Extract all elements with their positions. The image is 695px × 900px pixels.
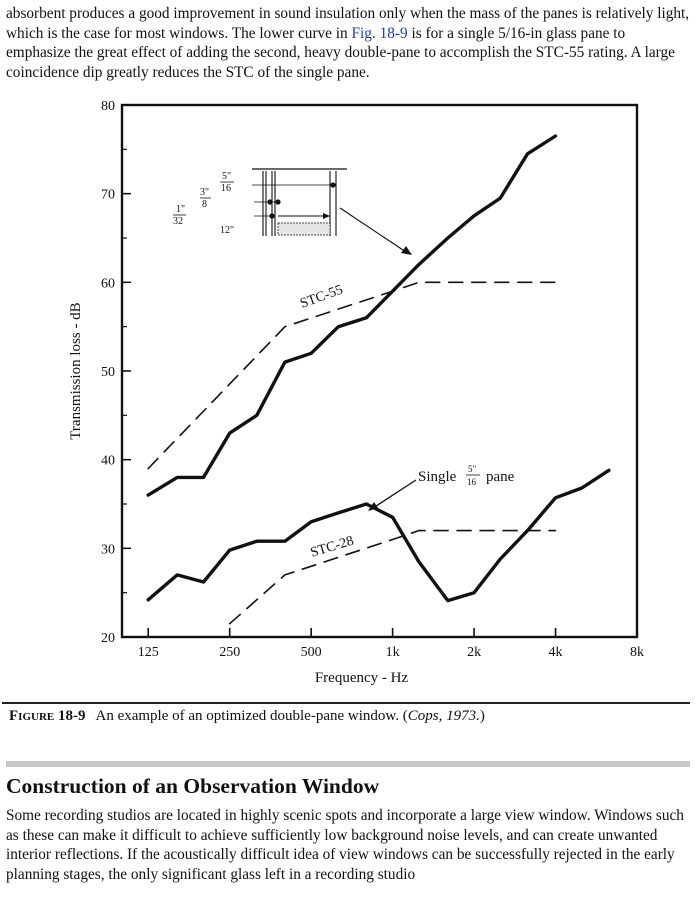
inset-pane1-den: 32 — [173, 216, 183, 227]
figure-number: Figure 18-9 — [9, 708, 86, 724]
single-pane-label-den: 16 — [467, 477, 477, 487]
caption-rule — [2, 702, 690, 704]
x-tick-label: 125 — [138, 645, 159, 660]
single-pane-label-suffix: pane — [486, 469, 515, 485]
figure-caption: Figure 18-9 An example of an optimized do… — [9, 708, 485, 725]
intro-text-part1: absorbent produces a good improvement in… — [6, 5, 690, 42]
inset-pane2-num: 3" — [200, 187, 209, 198]
y-tick-label: 40 — [101, 454, 115, 469]
y-tick-label: 50 — [101, 365, 115, 380]
window-section-inset — [252, 168, 347, 236]
inset-pane2-den: 8 — [202, 199, 207, 210]
y-tick-label: 80 — [101, 99, 115, 114]
inset-gap-label: 12" — [220, 225, 234, 236]
figure-caption-text: An example of an optimized double-pane w… — [95, 708, 400, 724]
intro-text-part2: is for a single 5/16-in glass pane to em… — [6, 24, 675, 81]
single-pane-leader — [369, 479, 417, 511]
y-tick-label: 20 — [101, 631, 115, 646]
single-pane-label-prefix: Single — [418, 469, 457, 485]
y-axis-title: Transmission loss - dB — [68, 302, 84, 439]
figure-citation: Cops, 1973. — [407, 708, 480, 724]
inset-pane3-num: 5" — [222, 171, 231, 182]
citation-open: ( — [402, 708, 408, 724]
intro-paragraph: absorbent produces a good improvement in… — [6, 4, 692, 82]
series-line-stc-28 — [228, 529, 557, 625]
x-tick-label: 2k — [467, 645, 481, 660]
series-line-stc-55 — [147, 281, 557, 470]
inset-pane3-den: 16 — [221, 183, 231, 194]
transmission-loss-chart: 20 30 40 50 60 70 80 125 250 500 1k 2k 4k 8k Frequency… — [68, 99, 644, 686]
x-tick-label: 4k — [549, 645, 563, 660]
plot-frame — [120, 103, 639, 639]
section-body: Some recording studios are located in hi… — [6, 807, 684, 883]
inset-leader-arrowhead — [401, 246, 412, 255]
figure-link[interactable]: Fig. 18-9 — [351, 24, 408, 42]
stc28-label: STC-28 — [309, 534, 356, 561]
y-tick-label: 30 — [101, 542, 115, 557]
inset-leader-line — [339, 207, 407, 253]
section-title: Construction of an Observation Window — [6, 774, 380, 798]
x-axis-title: Frequency - Hz — [315, 670, 409, 686]
single-pane-label-num: 5" — [468, 464, 477, 474]
section-divider — [6, 761, 690, 767]
x-tick-label: 1k — [386, 645, 400, 660]
inset-pane1-num: 1" — [176, 204, 185, 215]
y-tick-label: 60 — [101, 276, 115, 291]
x-tick-label: 500 — [301, 645, 322, 660]
stc55-label: STC-55 — [298, 282, 345, 311]
series-line-double-pane-window — [146, 134, 558, 497]
citation-close: ) — [479, 708, 485, 724]
y-tick-label: 70 — [101, 188, 115, 203]
x-tick-label: 8k — [630, 645, 644, 660]
x-tick-label: 250 — [219, 645, 240, 660]
series-line-single-5-16-pane — [146, 468, 611, 603]
single-pane-arrowhead — [368, 502, 378, 511]
